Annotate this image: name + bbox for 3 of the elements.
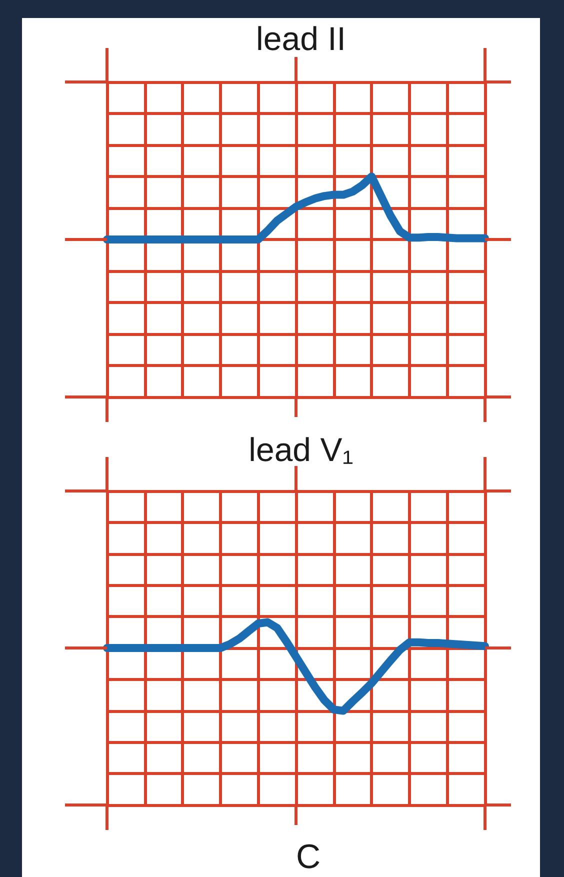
text: C [296, 838, 321, 876]
chart-title: lead II [256, 20, 346, 57]
chart-title: lead V₁ [248, 431, 354, 468]
